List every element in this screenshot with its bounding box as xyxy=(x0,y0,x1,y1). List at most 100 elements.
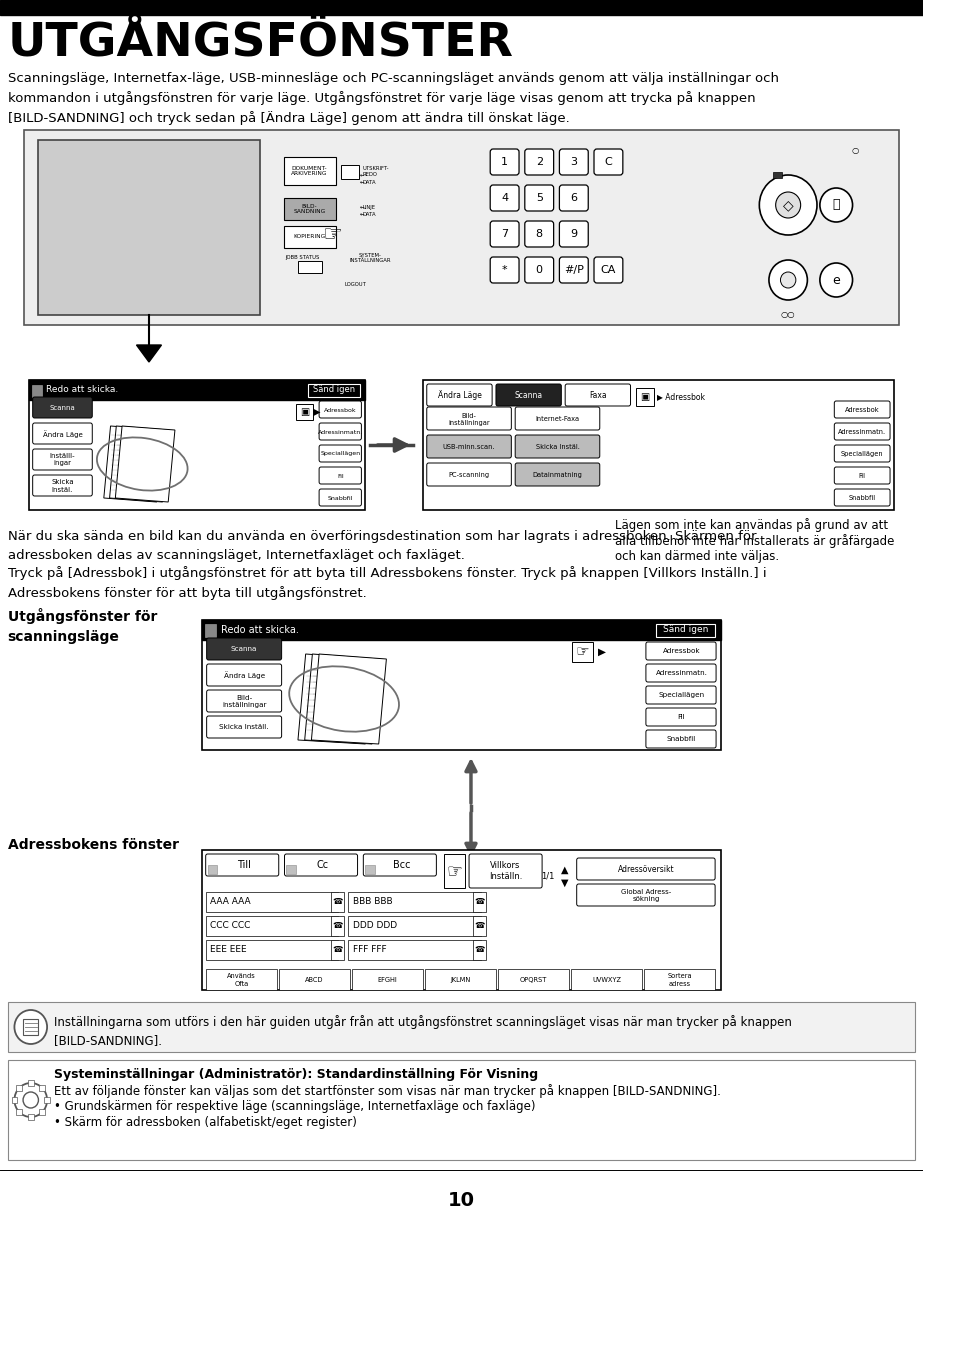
Text: ▣: ▣ xyxy=(640,392,650,402)
Bar xyxy=(572,643,593,662)
FancyBboxPatch shape xyxy=(33,423,92,444)
Text: Adressbokens fönster: Adressbokens fönster xyxy=(8,838,179,852)
Text: ▶ Adressbok: ▶ Adressbok xyxy=(658,393,706,401)
Polygon shape xyxy=(304,653,379,744)
Text: AAA AAA: AAA AAA xyxy=(210,898,252,906)
Bar xyxy=(365,865,374,873)
Text: ☎: ☎ xyxy=(474,945,485,954)
Text: • Skärm för adressboken (alfabetiskt/eget register): • Skärm för adressboken (alfabetiskt/ege… xyxy=(54,1116,357,1129)
FancyBboxPatch shape xyxy=(560,148,588,176)
Bar xyxy=(636,387,654,406)
Text: ☎: ☎ xyxy=(474,922,485,930)
Text: Villkors
Inställn.: Villkors Inställn. xyxy=(489,861,522,880)
Bar xyxy=(341,165,358,180)
Bar xyxy=(330,892,344,913)
Text: 8: 8 xyxy=(536,230,542,239)
Text: ▣: ▣ xyxy=(300,406,309,417)
Text: KOPIERING: KOPIERING xyxy=(294,235,325,239)
Bar xyxy=(28,1080,34,1085)
Text: Fil: Fil xyxy=(337,474,344,478)
Text: JOBB STATUS: JOBB STATUS xyxy=(285,255,320,261)
FancyBboxPatch shape xyxy=(491,256,519,284)
Text: Systeminställningar (Administratör): Standardinställning För Visning: Systeminställningar (Administratör): Sta… xyxy=(54,1068,538,1081)
Circle shape xyxy=(14,1010,47,1044)
Bar xyxy=(283,157,336,185)
Text: 1: 1 xyxy=(501,157,508,167)
Text: Adressbok: Adressbok xyxy=(324,408,356,413)
FancyBboxPatch shape xyxy=(491,221,519,247)
Text: USB-minn.scan.: USB-minn.scan. xyxy=(443,444,495,450)
Text: LINJE: LINJE xyxy=(362,204,375,209)
Text: LOGOUT: LOGOUT xyxy=(345,282,367,288)
Circle shape xyxy=(780,271,796,288)
Text: DATA: DATA xyxy=(362,180,376,185)
FancyBboxPatch shape xyxy=(577,884,715,906)
FancyBboxPatch shape xyxy=(834,489,890,506)
Bar xyxy=(773,171,782,178)
Bar xyxy=(351,969,423,990)
Text: Bcc: Bcc xyxy=(393,860,411,869)
Bar xyxy=(444,855,466,888)
FancyBboxPatch shape xyxy=(525,148,554,176)
FancyBboxPatch shape xyxy=(206,690,281,711)
Bar xyxy=(44,1098,50,1103)
Text: Global Adress-
sökning: Global Adress- sökning xyxy=(621,888,671,902)
Bar xyxy=(205,892,338,913)
Polygon shape xyxy=(104,427,163,502)
Text: Scanningsläge, Internetfax-läge, USB-minnesläge och PC-scanningsläget används ge: Scanningsläge, Internetfax-läge, USB-min… xyxy=(8,72,779,126)
Circle shape xyxy=(759,176,817,235)
Bar xyxy=(38,140,259,315)
FancyBboxPatch shape xyxy=(646,664,716,682)
Bar xyxy=(286,865,296,873)
FancyBboxPatch shape xyxy=(33,475,92,495)
FancyBboxPatch shape xyxy=(427,435,512,458)
Text: Snabbfil: Snabbfil xyxy=(667,736,696,742)
FancyBboxPatch shape xyxy=(834,446,890,462)
FancyBboxPatch shape xyxy=(469,855,542,888)
FancyBboxPatch shape xyxy=(319,446,361,462)
Text: Ändra Läge: Ändra Läge xyxy=(438,390,481,400)
Text: Ändra Läge: Ändra Läge xyxy=(224,671,265,679)
FancyBboxPatch shape xyxy=(834,467,890,485)
Text: Speciallägen: Speciallägen xyxy=(321,451,360,456)
Text: Skicka
Instäl.: Skicka Instäl. xyxy=(51,479,74,493)
Bar xyxy=(473,892,487,913)
Text: PC-scanning: PC-scanning xyxy=(448,472,490,478)
Text: ☞: ☞ xyxy=(576,644,589,660)
Text: 9: 9 xyxy=(570,230,577,239)
Polygon shape xyxy=(109,427,169,502)
FancyBboxPatch shape xyxy=(284,855,357,876)
Text: UTGÅNGSFÖNSTER: UTGÅNGSFÖNSTER xyxy=(8,20,514,65)
Text: 10: 10 xyxy=(448,1191,475,1210)
Bar xyxy=(16,1085,22,1091)
FancyBboxPatch shape xyxy=(834,423,890,440)
Bar xyxy=(330,917,344,936)
Text: e: e xyxy=(832,274,840,286)
Text: Skicka Instäl.: Skicka Instäl. xyxy=(536,444,580,450)
Text: 4: 4 xyxy=(501,193,508,202)
Text: Adressinmatn.: Adressinmatn. xyxy=(656,670,708,676)
FancyBboxPatch shape xyxy=(560,185,588,211)
Bar xyxy=(473,940,487,960)
Bar xyxy=(39,1085,45,1091)
Text: ☞: ☞ xyxy=(446,863,463,880)
Bar xyxy=(473,917,487,936)
Text: Tryck på [Adressbok] i utgångsfönstret för att byta till Adressbokens fönster. T: Tryck på [Adressbok] i utgångsfönstret f… xyxy=(8,566,766,599)
Text: REDO: REDO xyxy=(362,173,377,177)
FancyBboxPatch shape xyxy=(516,463,600,486)
Bar xyxy=(23,1019,38,1035)
FancyBboxPatch shape xyxy=(834,401,890,418)
Text: ○○: ○○ xyxy=(780,310,796,320)
Text: 6: 6 xyxy=(570,193,577,202)
Text: CA: CA xyxy=(601,265,616,275)
Bar xyxy=(283,225,336,248)
Text: Speciallägen: Speciallägen xyxy=(659,693,705,698)
Text: Skicka Inställ.: Skicka Inställ. xyxy=(220,724,269,730)
FancyBboxPatch shape xyxy=(363,855,437,876)
FancyBboxPatch shape xyxy=(496,383,562,406)
Text: 2: 2 xyxy=(536,157,542,167)
Bar xyxy=(39,1108,45,1115)
FancyBboxPatch shape xyxy=(646,730,716,748)
Bar xyxy=(29,379,365,510)
FancyBboxPatch shape xyxy=(206,664,281,686)
